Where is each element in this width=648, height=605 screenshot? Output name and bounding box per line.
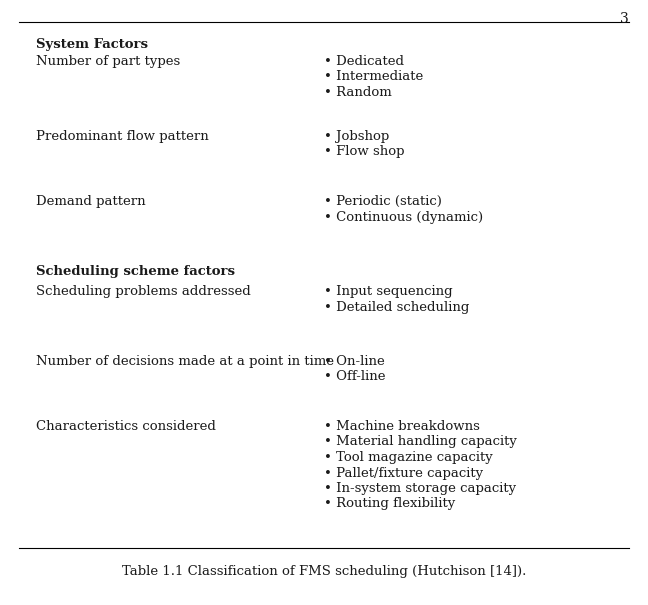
Text: Table 1.1 Classification of FMS scheduling (Hutchison [14]).: Table 1.1 Classification of FMS scheduli… xyxy=(122,565,526,578)
Text: • On-line: • On-line xyxy=(324,355,385,368)
Text: Demand pattern: Demand pattern xyxy=(36,195,145,208)
Text: • Routing flexibility: • Routing flexibility xyxy=(324,497,456,511)
Text: • Material handling capacity: • Material handling capacity xyxy=(324,436,517,448)
Text: • Pallet/fixture capacity: • Pallet/fixture capacity xyxy=(324,466,483,480)
Text: • Continuous (dynamic): • Continuous (dynamic) xyxy=(324,211,483,223)
Text: Number of decisions made at a point in time: Number of decisions made at a point in t… xyxy=(36,355,334,368)
Text: • Intermediate: • Intermediate xyxy=(324,71,423,83)
Text: • Input sequencing: • Input sequencing xyxy=(324,285,452,298)
Text: Characteristics considered: Characteristics considered xyxy=(36,420,216,433)
Text: • Off-line: • Off-line xyxy=(324,370,386,384)
Text: System Factors: System Factors xyxy=(36,38,148,51)
Text: • Machine breakdowns: • Machine breakdowns xyxy=(324,420,480,433)
Text: 3: 3 xyxy=(619,12,629,26)
Text: • Detailed scheduling: • Detailed scheduling xyxy=(324,301,469,313)
Text: Scheduling problems addressed: Scheduling problems addressed xyxy=(36,285,250,298)
Text: Number of part types: Number of part types xyxy=(36,55,180,68)
Text: • Jobshop: • Jobshop xyxy=(324,130,389,143)
Text: • Dedicated: • Dedicated xyxy=(324,55,404,68)
Text: • Periodic (static): • Periodic (static) xyxy=(324,195,442,208)
Text: • In-system storage capacity: • In-system storage capacity xyxy=(324,482,516,495)
Text: • Flow shop: • Flow shop xyxy=(324,145,404,159)
Text: Predominant flow pattern: Predominant flow pattern xyxy=(36,130,209,143)
Text: • Tool magazine capacity: • Tool magazine capacity xyxy=(324,451,492,464)
Text: Scheduling scheme factors: Scheduling scheme factors xyxy=(36,265,235,278)
Text: • Random: • Random xyxy=(324,86,392,99)
